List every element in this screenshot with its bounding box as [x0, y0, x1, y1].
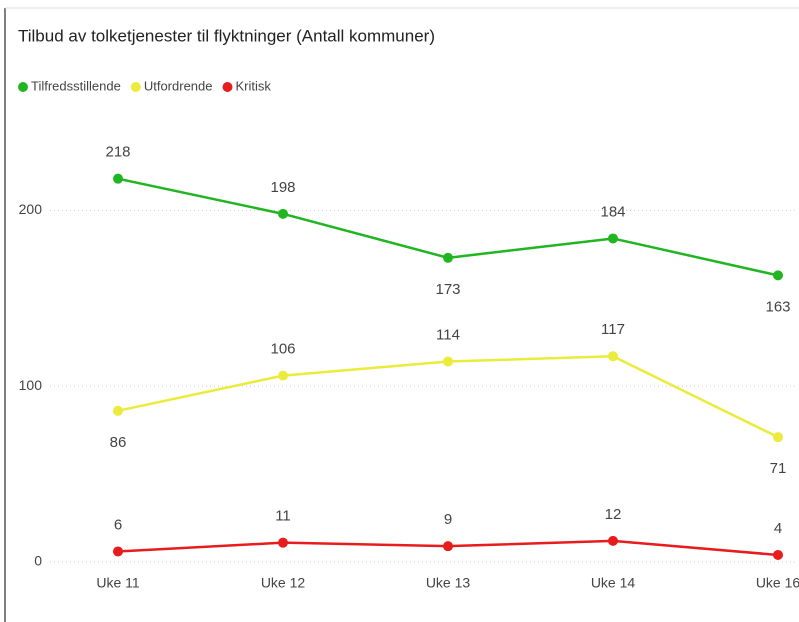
legend-label: Kritisk: [236, 78, 272, 93]
data-point: [443, 541, 453, 552]
data-point: [278, 208, 288, 219]
y-tick-label: 100: [19, 377, 43, 393]
data-point: [608, 351, 618, 362]
y-tick-label: 200: [19, 201, 43, 217]
legend-marker: [130, 82, 141, 92]
data-label: 163: [765, 298, 790, 315]
data-label: 198: [270, 179, 295, 196]
x-tick-label: Uke 11: [96, 575, 140, 591]
legend-label: Tilfredsstillende: [31, 78, 121, 93]
x-tick-label: Uke 14: [591, 575, 636, 591]
data-point: [773, 432, 783, 443]
data-label: 11: [275, 508, 291, 525]
data-label: 9: [444, 511, 452, 528]
data-point: [113, 546, 123, 557]
data-label: 218: [105, 144, 130, 161]
data-point: [443, 252, 453, 263]
x-tick-label: Uke 13: [426, 575, 471, 591]
data-label: 6: [114, 516, 122, 533]
x-tick-label: Uke 12: [261, 575, 306, 591]
data-label: 117: [601, 321, 625, 338]
x-tick-label: Uke 16: [756, 575, 799, 591]
data-label: 184: [600, 203, 625, 220]
data-point: [278, 370, 288, 381]
data-label: 173: [435, 281, 460, 298]
chart-title: Tilbud av tolketjenester til flyktninger…: [18, 26, 435, 45]
data-point: [608, 535, 618, 546]
legend-label: Utfordrende: [144, 78, 213, 93]
data-point: [608, 233, 618, 244]
data-label: 86: [110, 434, 127, 451]
data-label: 106: [270, 341, 295, 358]
data-point: [113, 405, 123, 416]
data-label: 71: [770, 460, 787, 477]
data-point: [773, 270, 783, 281]
y-tick-label: 0: [34, 553, 42, 569]
legend-marker: [222, 82, 233, 92]
data-point: [278, 537, 288, 548]
data-point: [443, 356, 453, 367]
data-point: [113, 173, 123, 184]
legend-marker: [18, 82, 28, 92]
data-label: 114: [436, 327, 460, 344]
data-label: 12: [605, 506, 622, 523]
data-label: 4: [774, 520, 782, 537]
data-point: [773, 549, 783, 560]
